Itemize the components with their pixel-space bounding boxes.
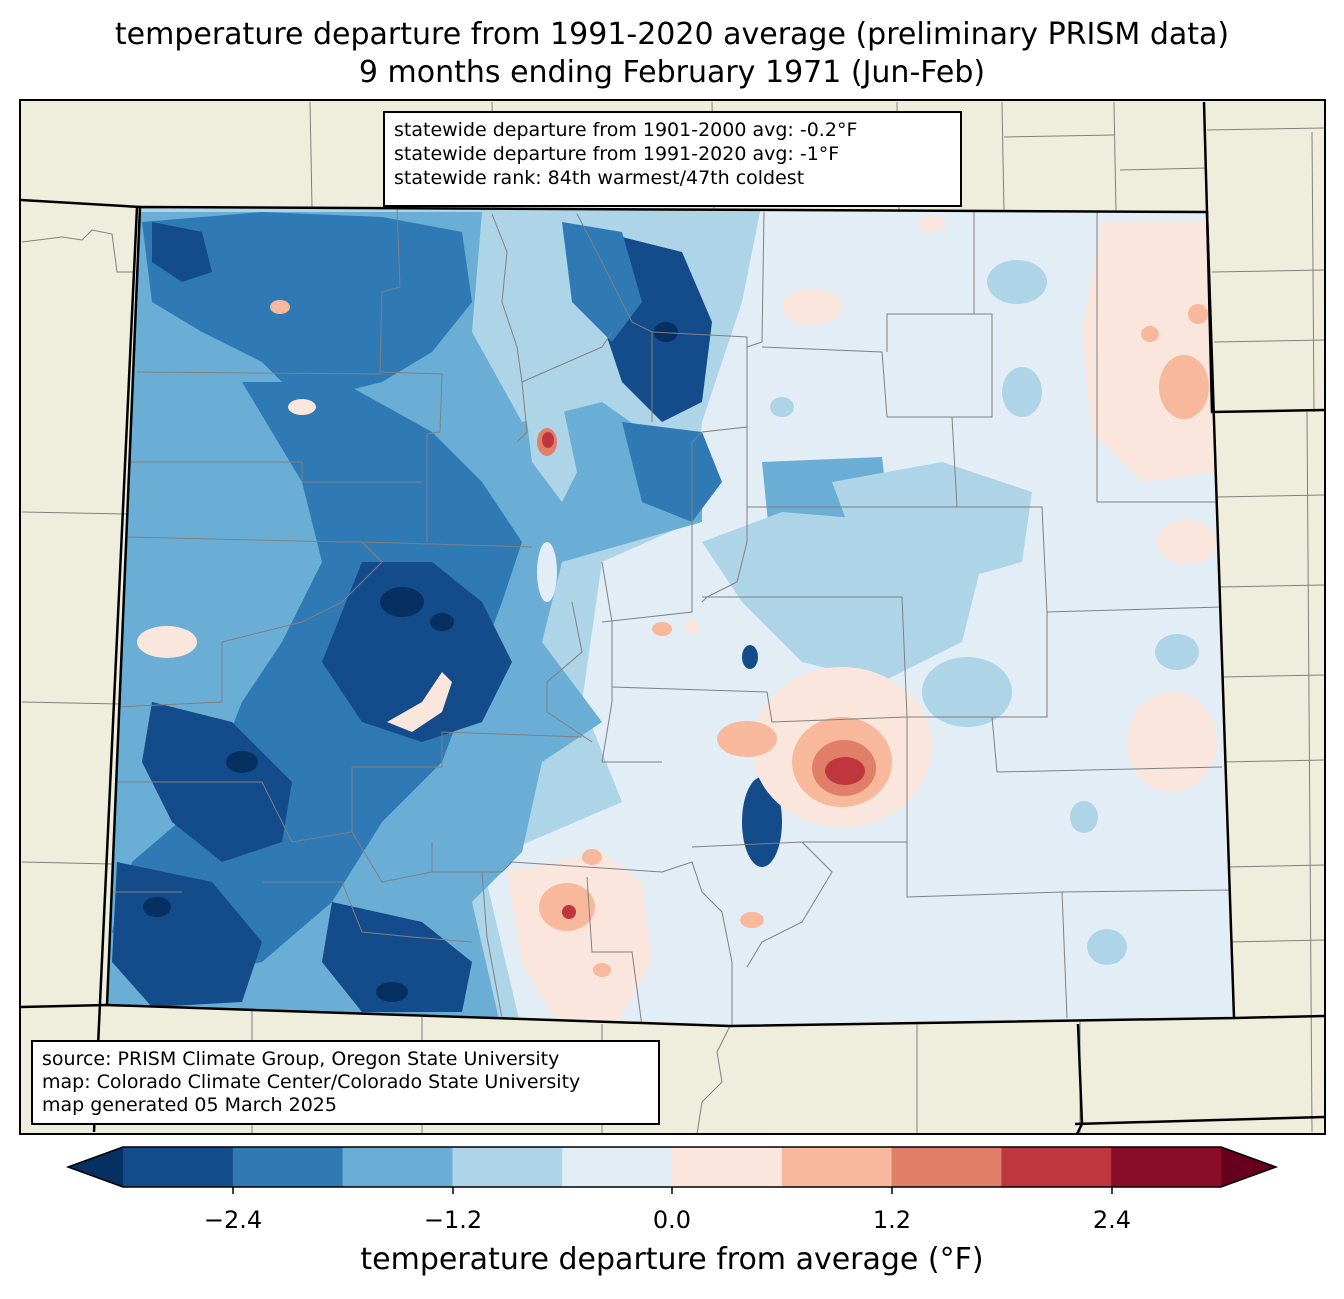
colorbar-segment <box>232 1147 344 1187</box>
map-subtitle: 9 months ending February 1971 (Jun-Feb) <box>358 55 986 90</box>
colorbar-tick-label: 1.2 <box>872 1206 912 1234</box>
temperature-anomaly-field <box>107 207 1217 1026</box>
state-borders <box>21 101 1324 1133</box>
colorbar-tick-label: −2.4 <box>203 1206 263 1234</box>
colorado-map <box>21 101 1324 1133</box>
colorbar-segment <box>891 1147 1002 1187</box>
colorbar-segment <box>1001 1147 1112 1187</box>
colorbar-segment <box>672 1147 783 1187</box>
stats-line-1991-2020: statewide departure from 1991-2020 avg: … <box>394 143 840 165</box>
colorado-county-lines <box>107 207 1233 1026</box>
colorbar-segment <box>562 1147 673 1187</box>
colorbar-segment <box>342 1147 453 1187</box>
colorbar-tick-label: −1.2 <box>423 1206 483 1234</box>
map-credit-line: map: Colorado Climate Center/Colorado St… <box>42 1071 581 1093</box>
colorbar-segment <box>123 1147 234 1187</box>
colorbar-tick-label: 2.4 <box>1092 1206 1132 1234</box>
colorbar-extend-high <box>1221 1147 1276 1187</box>
colorbar-segment <box>781 1147 893 1187</box>
statewide-stats-box: statewide departure from 1901-2000 avg: … <box>383 111 962 207</box>
stats-line-1901-2000: statewide departure from 1901-2000 avg: … <box>394 119 858 141</box>
colorbar-segment <box>452 1147 563 1187</box>
map-frame <box>19 99 1326 1135</box>
source-box: source: PRISM Climate Group, Oregon Stat… <box>31 1040 660 1125</box>
colorbar-extend-low <box>68 1147 123 1187</box>
colorbar-tick-label: 0.0 <box>652 1206 692 1234</box>
colorbar-outline <box>65 1146 1279 1188</box>
colorbar-segment <box>1111 1147 1222 1187</box>
stats-line-rank: statewide rank: 84th warmest/47th coldes… <box>394 167 805 189</box>
colorbar-label: temperature departure from average (°F) <box>360 1242 984 1277</box>
source-line: source: PRISM Climate Group, Oregon Stat… <box>42 1048 560 1070</box>
colorbar <box>65 1146 1279 1194</box>
generated-date-line: map generated 05 March 2025 <box>42 1094 337 1116</box>
map-title: temperature departure from 1991-2020 ave… <box>114 17 1230 52</box>
